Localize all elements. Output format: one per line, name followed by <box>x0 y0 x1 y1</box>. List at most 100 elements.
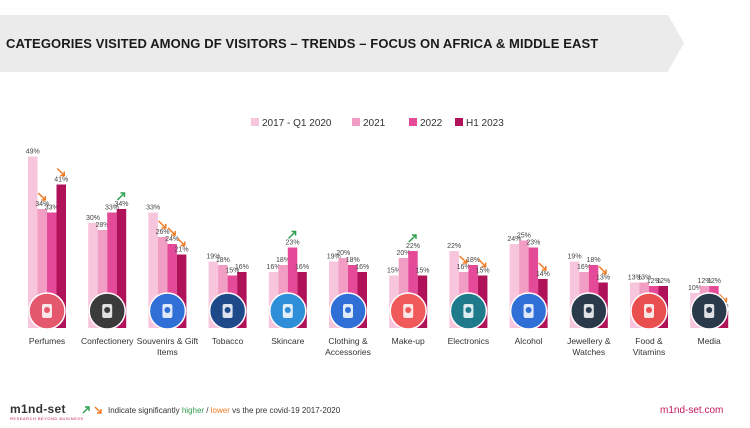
bar <box>449 251 459 328</box>
trend-down-icon <box>598 265 607 275</box>
data-label: 16% <box>355 264 369 271</box>
data-label: 13% <box>596 275 610 282</box>
note-prefix: Indicate significantly <box>108 406 182 415</box>
bar <box>569 261 580 328</box>
data-label: 20% <box>396 250 410 257</box>
data-label: 15% <box>476 268 490 275</box>
bar <box>509 244 520 328</box>
data-label: 21% <box>175 247 189 254</box>
skincare-bottle-icon <box>269 292 307 330</box>
bar <box>97 230 108 328</box>
bar <box>157 237 168 328</box>
legend-label: 2022 <box>420 118 443 129</box>
data-label: 33% <box>105 205 119 212</box>
bottle-icon <box>509 292 548 330</box>
chocolate-icon <box>88 292 126 330</box>
category-label: Confectionery <box>81 336 134 346</box>
bar <box>528 247 539 328</box>
data-label: 14% <box>536 271 550 278</box>
bar <box>47 212 57 328</box>
data-label: 18% <box>346 257 360 264</box>
legend-label: H1 2023 <box>466 118 504 129</box>
data-label: 23% <box>526 240 540 247</box>
bar <box>88 223 98 328</box>
category-label: Accessories <box>325 347 371 357</box>
data-label: 10% <box>688 285 702 292</box>
trend-down-icon <box>459 255 468 264</box>
bar <box>329 261 339 328</box>
trend-down-icon <box>478 258 487 268</box>
data-label: 16% <box>295 264 309 271</box>
data-label: 12% <box>656 278 670 285</box>
data-label: 30% <box>86 215 100 222</box>
category-label: Alcohol <box>515 336 543 346</box>
data-label: 16% <box>235 264 249 271</box>
brand-tagline: RESEARCH BEYOND BUSINESS <box>10 416 84 421</box>
trend-up-icon <box>116 192 126 201</box>
data-label: 23% <box>286 240 300 247</box>
data-label: 49% <box>26 149 40 156</box>
data-label: 15% <box>415 268 429 275</box>
bar <box>176 254 187 328</box>
category-label: Vitamins <box>633 347 665 357</box>
data-label: 19% <box>327 254 341 261</box>
category-label: Tobacco <box>212 336 244 346</box>
legend-label: 2021 <box>363 118 386 129</box>
dress-icon <box>389 292 427 330</box>
trend-up-icon <box>408 234 417 243</box>
data-label: 12% <box>707 278 721 285</box>
bar <box>519 240 529 328</box>
data-label: 13% <box>637 275 651 282</box>
website-link[interactable]: m1nd-set.com <box>660 405 724 416</box>
data-label: 20% <box>336 250 350 257</box>
category-label: Jewellery & <box>567 336 611 346</box>
category-label: Clothing & <box>328 336 368 346</box>
bar <box>37 209 47 328</box>
data-label: 24% <box>507 236 521 243</box>
bar <box>116 209 127 328</box>
data-label: 22% <box>447 243 461 250</box>
cocktail-icon <box>148 292 187 330</box>
category-label: Skincare <box>271 336 304 346</box>
trend-down-icon <box>158 220 167 229</box>
bar <box>167 244 177 328</box>
data-label: 24% <box>165 236 179 243</box>
data-label: 33% <box>146 205 160 212</box>
brand-logo: m1nd-set <box>10 402 66 416</box>
category-label: Souvenirs & Gift <box>137 336 199 346</box>
data-label: 19% <box>568 254 582 261</box>
data-label: 12% <box>697 278 711 285</box>
bar <box>107 212 117 328</box>
data-label: 16% <box>267 264 281 271</box>
title-banner <box>0 15 668 72</box>
trend-down-icon <box>56 167 65 177</box>
data-label: 34% <box>35 201 49 208</box>
bar-chart: 2017 - Q1 2020 2021 2022 H1 202349%34%33%41… <box>26 118 729 357</box>
note-suffix: vs the pre covid-19 2017-2020 <box>229 406 341 415</box>
data-label: 25% <box>517 233 531 240</box>
necklace-icon <box>570 292 608 330</box>
category-label: Media <box>698 336 721 346</box>
category-label: Electronics <box>448 336 490 346</box>
data-label: 19% <box>206 254 220 261</box>
bar <box>208 261 219 328</box>
data-label: 18% <box>276 257 290 264</box>
data-label: 18% <box>587 257 601 264</box>
footer: m1nd-set RESEARCH BEYOND BUSINESS Indica… <box>0 396 750 428</box>
data-label: 26% <box>156 229 170 236</box>
data-label: 18% <box>466 257 480 264</box>
legend-swatch <box>352 118 360 126</box>
note-lower: lower <box>210 406 230 415</box>
category-label: Perfumes <box>29 336 65 346</box>
data-label: 41% <box>54 177 68 184</box>
electronics-icon <box>449 292 488 330</box>
note-sep: / <box>204 406 211 415</box>
bar <box>408 251 418 328</box>
trend-down-icon <box>37 192 46 201</box>
data-label: 15% <box>225 268 239 275</box>
note-higher: higher <box>181 406 205 415</box>
data-label: 34% <box>114 201 128 208</box>
legend-swatch <box>455 118 463 126</box>
significance-note: Indicate significantly higher / lower vs… <box>82 405 340 415</box>
data-label: 28% <box>95 222 109 229</box>
